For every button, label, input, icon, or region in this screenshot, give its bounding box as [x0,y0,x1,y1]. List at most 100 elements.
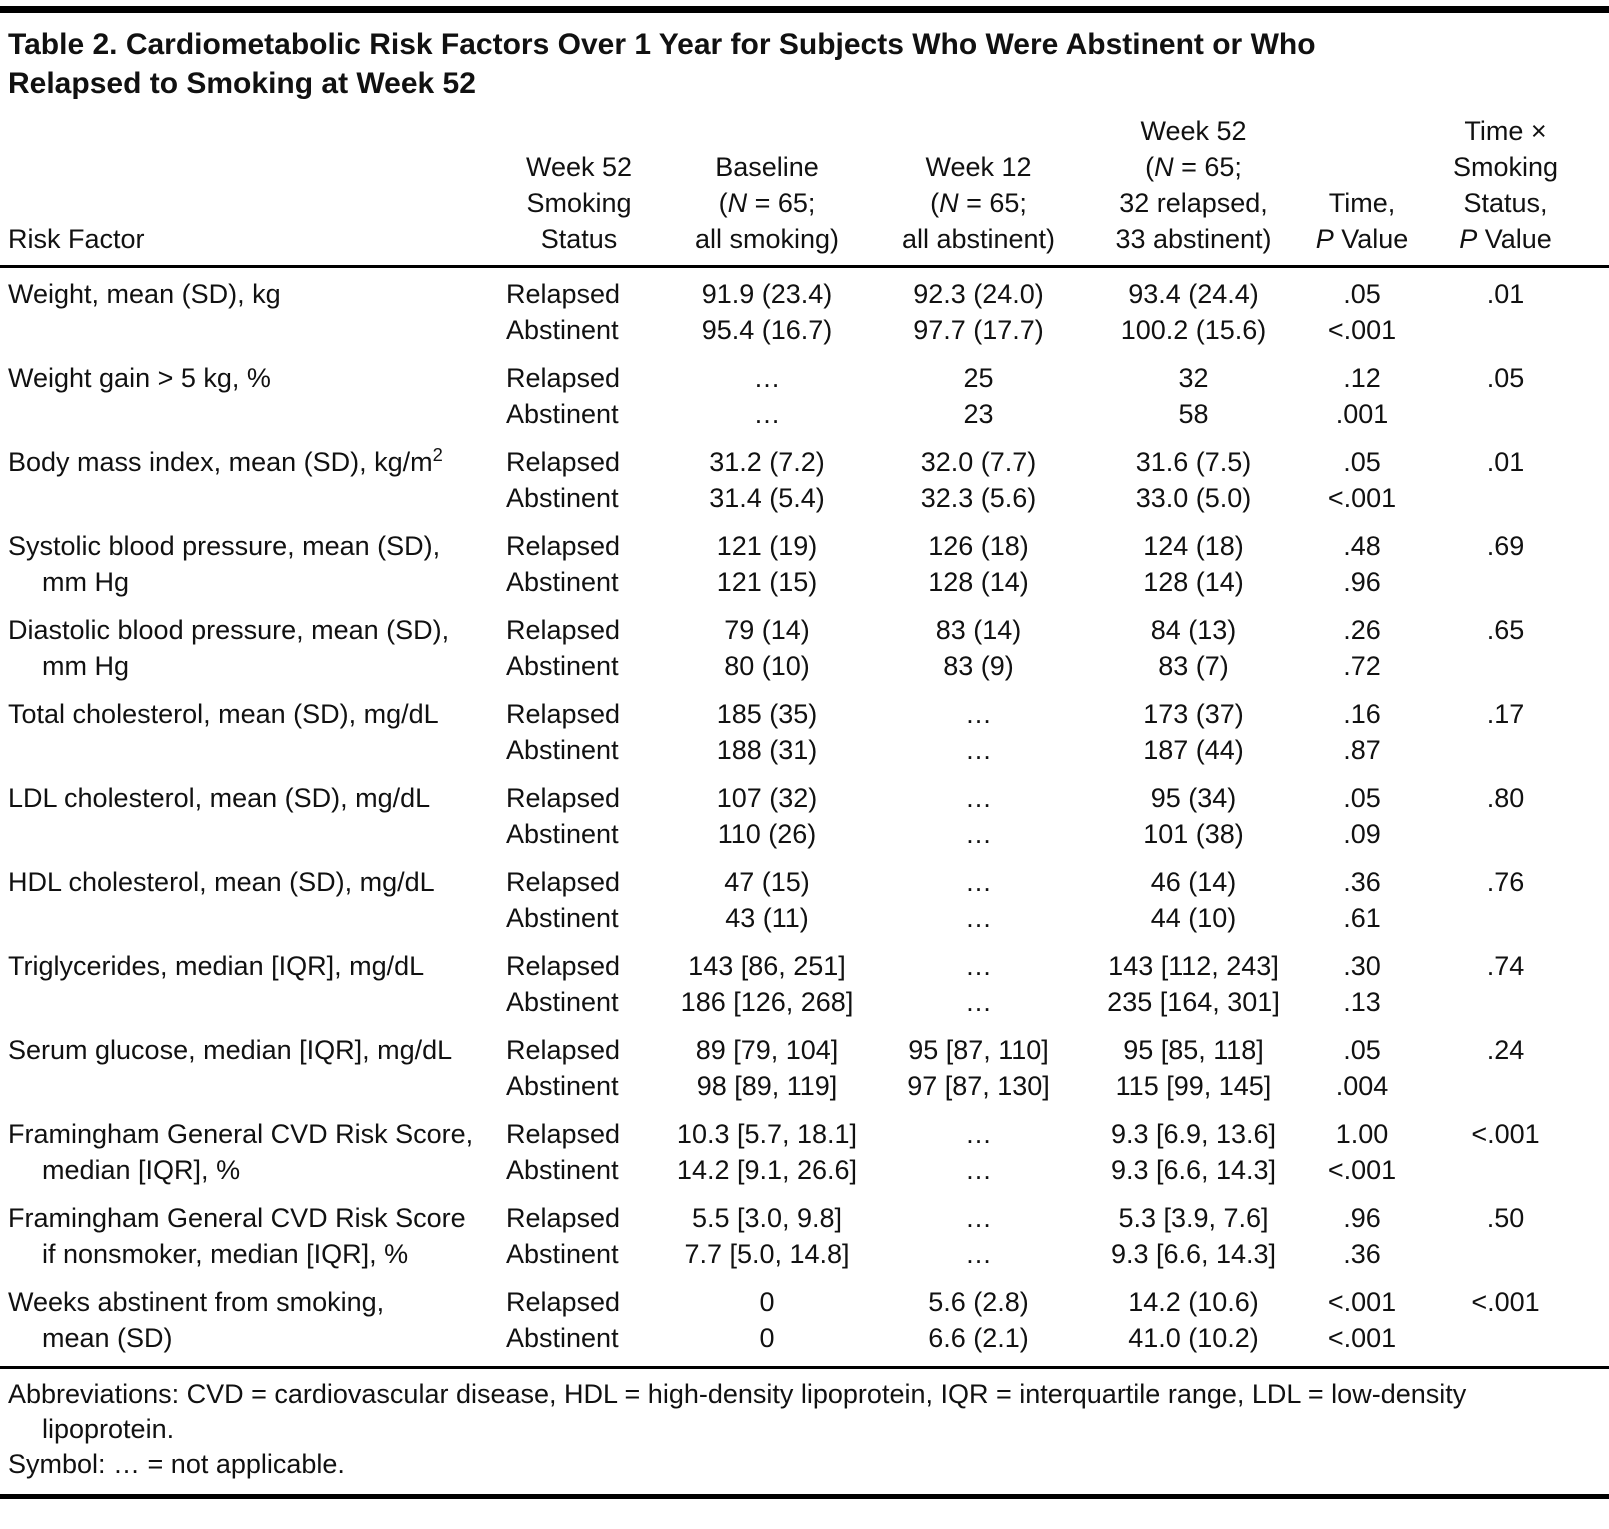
cell-interaction-pvalue [1418,900,1593,936]
cell-smoking-status: Abstinent [506,567,619,597]
cell-baseline: 80 (10) [724,651,810,681]
cell-baseline: 89 [79, 104] [695,1035,839,1065]
risk-factor-group: HDL cholesterol, mean (SD), mg/dL Relapse… [8,864,1601,936]
cell-interaction-pvalue: .05 [1486,363,1525,393]
cell-interaction-pvalue [1418,1236,1593,1272]
cell-baseline: 31.2 (7.2) [709,447,825,477]
cell-week52: 83 (7) [1158,651,1229,681]
cell-interaction-pvalue [1418,816,1593,852]
cell-risk-factor: Weeks abstinent from smoking, [8,1287,385,1317]
risk-factor-group: LDL cholesterol, mean (SD), mg/dL Relapse… [8,780,1601,852]
cell-week12: … [965,819,992,849]
cell-interaction-pvalue: <.001 [1471,1119,1540,1149]
header-line: 33 abstinent) [1115,224,1272,254]
cell-week12: … [965,1119,992,1149]
cell-interaction-pvalue: .01 [1486,279,1525,309]
cell-interaction-pvalue [1418,312,1593,348]
cell-risk-factor: Framingham General CVD Risk Score [8,1203,466,1233]
cell-interaction-pvalue [1418,396,1593,432]
cell-week12: 32.3 (5.6) [920,483,1037,513]
cell-time-pvalue: .36 [1343,1239,1381,1269]
risk-factor-group: Diastolic blood pressure, mean (SD), Rela… [8,612,1601,684]
table-row: mean (SD) Abstinent 0 6.6 (2.1) 41.0 (10.2) <… [8,1320,1601,1356]
cell-interaction-pvalue: .74 [1486,951,1525,981]
cell-week12: 126 (18) [928,531,1029,561]
cell-week52: 9.3 [6.6, 14.3] [1110,1155,1277,1185]
cell-time-pvalue: .001 [1335,399,1389,429]
cell-week12: 25 [963,363,994,393]
cell-risk-factor: Weight, mean (SD), kg [8,279,281,309]
cell-risk-factor: Systolic blood pressure, mean (SD), [8,531,441,561]
header-line: P Value [1459,224,1552,254]
cell-week52: 5.3 [3.9, 7.6] [1118,1203,1269,1233]
cell-smoking-status: Abstinent [506,735,619,765]
cell-week12: … [965,783,992,813]
cell-smoking-status: Abstinent [506,903,619,933]
bottom-rule [0,1494,1609,1499]
col-header-baseline: Baseline (N = 65; all smoking) [658,149,876,257]
cell-time-pvalue: .36 [1343,867,1381,897]
cell-risk-factor: mm Hg [42,651,129,681]
cell-risk-factor [8,312,500,348]
cell-time-pvalue: .26 [1343,615,1381,645]
cell-smoking-status: Relapsed [506,1287,621,1317]
cell-baseline: 43 (11) [725,903,809,933]
cell-smoking-status: Abstinent [506,987,619,1017]
cell-time-pvalue: 1.00 [1335,1119,1389,1149]
table-body: Weight, mean (SD), kg Relapsed 91.9 (23.4)… [0,268,1609,1366]
header-line: Time × [1464,116,1547,146]
cell-week52: 124 (18) [1143,531,1244,561]
cell-week52: 235 [164, 301] [1107,987,1280,1017]
cell-time-pvalue: .12 [1343,363,1381,393]
header-line: Week 12 [925,152,1032,182]
col-header-interaction-pvalue: Time × Smoking Status, P Value [1418,113,1593,257]
cell-risk-factor: if nonsmoker, median [IQR], % [42,1239,409,1269]
header-line: (N = 65; [1145,152,1242,182]
cell-time-pvalue: .72 [1343,651,1381,681]
cell-smoking-status: Abstinent [506,315,619,345]
cell-smoking-status: Relapsed [506,531,621,561]
symbol-note: Symbol: … = not applicable. [8,1449,345,1479]
cell-smoking-status: Relapsed [506,1119,621,1149]
cell-week12: … [965,735,992,765]
cell-risk-factor: LDL cholesterol, mean (SD), mg/dL [8,783,431,813]
cell-week52: 46 (14) [1150,867,1237,897]
col-header-smoking-status: Week 52 Smoking Status [500,149,658,257]
cell-week12: 83 (9) [943,651,1014,681]
cell-risk-factor: Serum glucose, median [IQR], mg/dL [8,1035,453,1065]
cell-week12: … [965,951,992,981]
cell-week52: 14.2 (10.6) [1128,1287,1259,1317]
cell-time-pvalue: .48 [1343,531,1381,561]
cell-week52: 44 (10) [1150,903,1237,933]
table-row: Serum glucose, median [IQR], mg/dL Relaps… [8,1032,1601,1068]
header-line: all abstinent) [901,224,1056,254]
cell-time-pvalue: <.001 [1327,1323,1397,1353]
risk-factor-group: Framingham General CVD Risk Score, Relaps… [8,1116,1601,1188]
cell-week12: 83 (14) [935,615,1022,645]
cell-time-pvalue: .16 [1343,699,1381,729]
cell-smoking-status: Relapsed [506,279,621,309]
cell-week52: 95 (34) [1150,783,1237,813]
table-row: LDL cholesterol, mean (SD), mg/dL Relapse… [8,780,1601,816]
table-row: HDL cholesterol, mean (SD), mg/dL Relapse… [8,864,1601,900]
cell-time-pvalue: .05 [1343,783,1381,813]
cell-time-pvalue: <.001 [1327,483,1397,513]
cell-risk-factor: Body mass index, mean (SD), kg/m2 [8,444,443,477]
cell-time-pvalue: .96 [1343,567,1381,597]
cell-smoking-status: Abstinent [506,483,619,513]
header-line: Baseline [715,152,819,182]
cell-baseline: 91.9 (23.4) [701,279,833,309]
cell-interaction-pvalue [1418,564,1593,600]
cell-week52: 93.4 (24.4) [1128,279,1259,309]
table-row: Abstinent 31.4 (5.4) 32.3 (5.6) 33.0 (5.0) <… [8,480,1601,516]
cell-interaction-pvalue: .76 [1486,867,1525,897]
table-row: Weight gain > 5 kg, % Relapsed … 25 32 .12 .05 [8,360,1601,396]
cell-time-pvalue: .05 [1343,1035,1381,1065]
cell-interaction-pvalue [1418,732,1593,768]
cell-week52: 84 (13) [1150,615,1237,645]
cell-interaction-pvalue [1418,1320,1593,1356]
cell-interaction-pvalue [1418,984,1593,1020]
table-row: mm Hg Abstinent 121 (15) 128 (14) 128 (14) .9… [8,564,1601,600]
cell-baseline: 79 (14) [724,615,810,645]
